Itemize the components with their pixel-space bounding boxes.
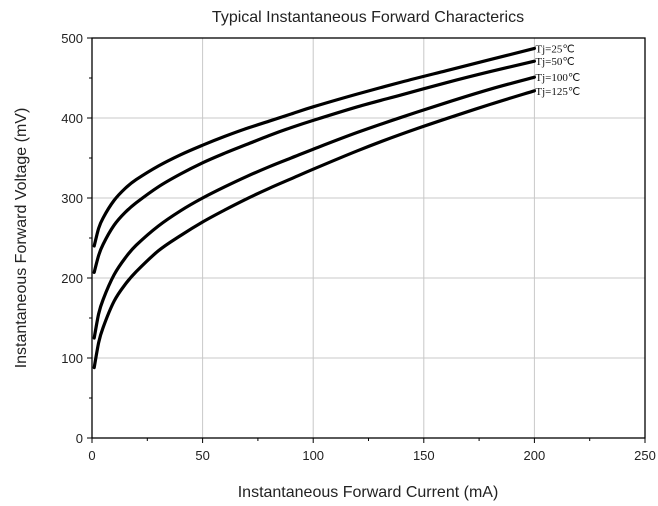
series-label: Tj=25℃ xyxy=(535,43,574,55)
x-tick-label: 200 xyxy=(524,448,546,463)
series-curves xyxy=(92,46,536,370)
series-line xyxy=(92,89,536,370)
plot-frame xyxy=(91,37,646,439)
series-line xyxy=(92,59,536,274)
series-line xyxy=(92,75,536,340)
y-tick-label: 400 xyxy=(61,111,83,126)
x-tick-label: 250 xyxy=(634,448,656,463)
x-tick-label: 50 xyxy=(195,448,209,463)
y-axis-title: Instantaneous Forward Voltage (mV) xyxy=(13,108,30,369)
x-tick-label: 0 xyxy=(88,448,95,463)
y-tick-label: 0 xyxy=(76,431,83,446)
series-line xyxy=(92,46,536,248)
grid-lines xyxy=(92,38,645,438)
y-tick-labels: 0 100 200 300 400 500 xyxy=(61,31,83,446)
series-labels: Tj=25℃Tj=50℃ Tj=100℃ Tj=125℃ xyxy=(535,43,580,97)
y-tick-label: 100 xyxy=(61,351,83,366)
series-label: Tj=50℃ xyxy=(535,56,574,68)
series-label: Tj=125℃ xyxy=(535,86,580,98)
y-tick-label: 200 xyxy=(61,271,83,286)
chart-title: Typical Instantaneous Forward Characteri… xyxy=(212,9,524,26)
x-tick-label: 100 xyxy=(302,448,324,463)
y-tick-label: 500 xyxy=(61,31,83,46)
x-axis-title: Instantaneous Forward Current (mA) xyxy=(238,484,499,501)
x-tick-label: 150 xyxy=(413,448,435,463)
x-tick-labels: 0 50 100 150 200 250 xyxy=(88,448,655,463)
series-label: Tj=100℃ xyxy=(535,72,580,84)
y-tick-label: 300 xyxy=(61,191,83,206)
